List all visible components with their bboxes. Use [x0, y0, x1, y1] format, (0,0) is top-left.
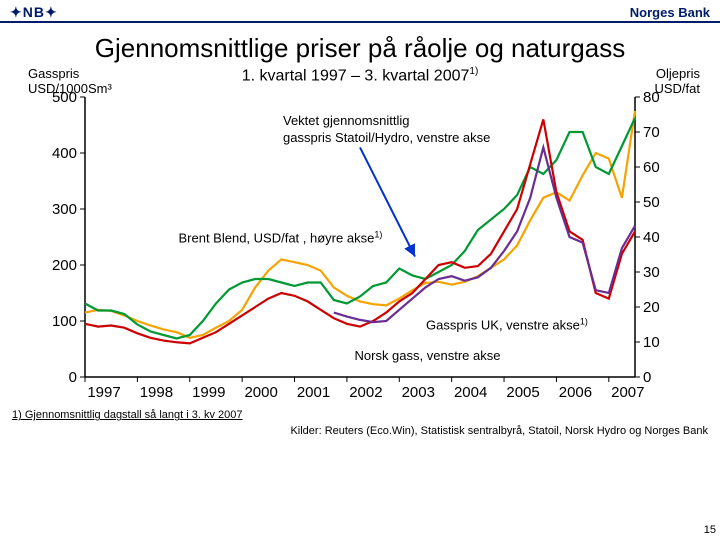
svg-text:2006: 2006 — [559, 384, 592, 401]
chart-container: Gasspris USD/1000Sm³ 1. kvartal 1997 – 3… — [10, 66, 710, 407]
svg-text:70: 70 — [643, 124, 660, 141]
subtitle: 1. kvartal 1997 – 3. kvartal 20071) — [10, 66, 710, 85]
subtitle-text: 1. kvartal 1997 – 3. kvartal 2007 — [242, 67, 470, 84]
svg-text:60: 60 — [643, 159, 660, 176]
svg-text:1999: 1999 — [192, 384, 225, 401]
svg-text:1997: 1997 — [87, 384, 120, 401]
annotation: Gasspris UK, venstre akse1) — [426, 317, 588, 333]
annotation: Brent Blend, USD/fat , høyre akse1) — [179, 230, 383, 246]
svg-text:100: 100 — [52, 313, 77, 330]
right-axis-label-line1: Oljepris — [656, 66, 700, 81]
bank-name: Norges Bank — [630, 5, 710, 20]
page-number: 15 — [704, 524, 716, 536]
footnote-text: 1) Gjennomsnittlig dagstall så langt i 3… — [12, 409, 243, 421]
svg-text:10: 10 — [643, 334, 660, 351]
svg-text:2004: 2004 — [454, 384, 487, 401]
right-axis-label: Oljepris USD/fat — [654, 66, 700, 96]
logo: ✦NB✦ — [10, 4, 58, 21]
annotation: gasspris Statoil/Hydro, venstre akse — [283, 130, 490, 145]
svg-text:40: 40 — [643, 229, 660, 246]
right-axis-label-line2: USD/fat — [654, 81, 700, 96]
annotation: Norsk gass, venstre akse — [355, 349, 501, 364]
svg-text:200: 200 — [52, 257, 77, 274]
svg-text:50: 50 — [643, 194, 660, 211]
svg-text:30: 30 — [643, 264, 660, 281]
svg-text:20: 20 — [643, 299, 660, 316]
svg-text:400: 400 — [52, 145, 77, 162]
left-axis-label-line2: USD/1000Sm³ — [28, 81, 112, 96]
svg-text:2003: 2003 — [402, 384, 435, 401]
footnote: 1) Gjennomsnittlig dagstall så langt i 3… — [0, 407, 720, 423]
left-axis-label: Gasspris USD/1000Sm³ — [28, 66, 112, 96]
svg-text:1998: 1998 — [140, 384, 173, 401]
svg-text:0: 0 — [69, 369, 77, 386]
svg-text:2002: 2002 — [349, 384, 382, 401]
svg-text:2007: 2007 — [611, 384, 644, 401]
line-chart: 0100200300400500010203040506070801997199… — [30, 87, 690, 407]
subtitle-sup: 1) — [469, 66, 478, 77]
svg-text:2005: 2005 — [506, 384, 539, 401]
svg-text:2000: 2000 — [244, 384, 277, 401]
svg-text:300: 300 — [52, 201, 77, 218]
page-title: Gjennomsnittlige priser på råolje og nat… — [0, 33, 720, 64]
left-axis-label-line1: Gasspris — [28, 66, 79, 81]
sources: Kilder: Reuters (Eco.Win), Statistisk se… — [0, 423, 720, 437]
annotation: Vektet gjennomsnittlig — [283, 113, 409, 128]
svg-text:2001: 2001 — [297, 384, 330, 401]
